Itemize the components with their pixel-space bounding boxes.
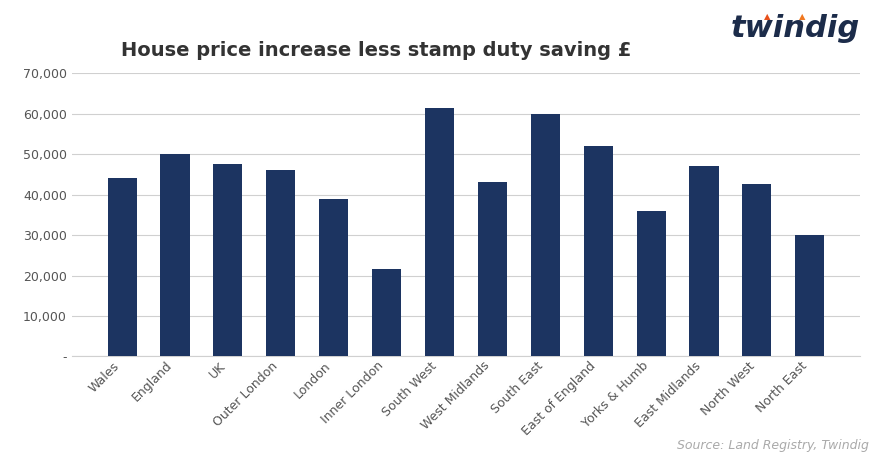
- Bar: [213, 164, 243, 356]
- Bar: [742, 185, 771, 356]
- Bar: [796, 235, 824, 356]
- Bar: [689, 166, 719, 356]
- Bar: [372, 270, 401, 356]
- Text: Source: Land Registry, Twindig: Source: Land Registry, Twindig: [677, 440, 869, 452]
- Bar: [583, 146, 613, 356]
- Bar: [319, 199, 349, 356]
- Bar: [530, 114, 560, 356]
- Bar: [425, 107, 454, 356]
- Bar: [266, 170, 296, 356]
- Bar: [636, 211, 666, 356]
- Text: ▲: ▲: [798, 11, 806, 21]
- Text: House price increase less stamp duty saving £: House price increase less stamp duty sav…: [121, 41, 632, 60]
- Bar: [478, 182, 507, 356]
- Text: ▲: ▲: [763, 11, 771, 21]
- Text: twindig: twindig: [731, 14, 860, 43]
- Bar: [160, 154, 190, 356]
- Bar: [108, 178, 136, 356]
